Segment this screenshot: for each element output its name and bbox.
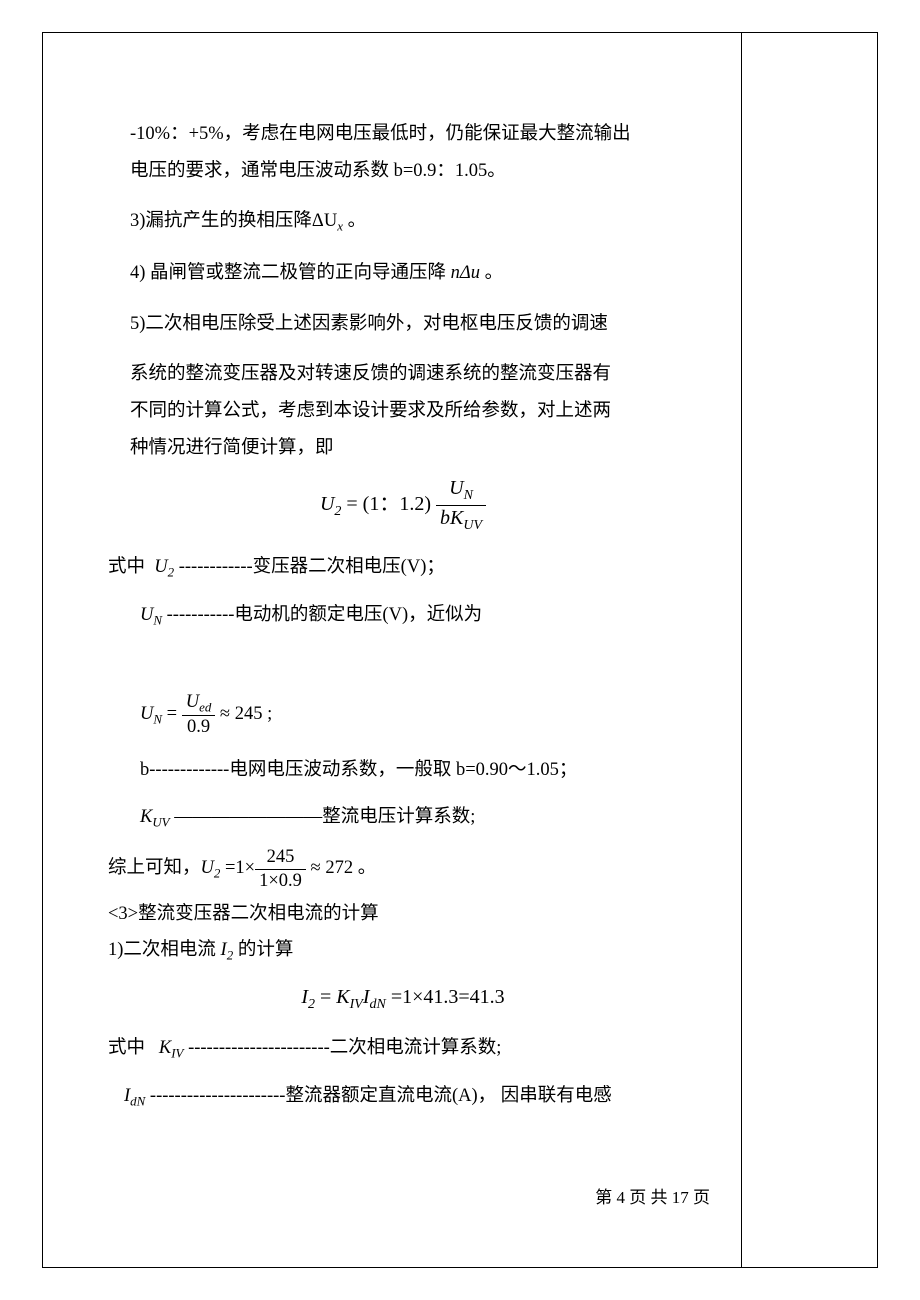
kiv-dash: ----------------------- bbox=[183, 1038, 329, 1058]
un-formula-line: UN = Ued0.9 ≈ 245 ; bbox=[108, 691, 698, 738]
defk-sym: K bbox=[140, 807, 152, 827]
idn-text: 整流器额定直流电流(A)， 因串联有电感 bbox=[285, 1086, 611, 1106]
un-frac: Ued 0.9 bbox=[182, 691, 216, 738]
conclude-pre: 综上可知， bbox=[108, 858, 201, 878]
u2-eq: =1× bbox=[220, 858, 255, 878]
def2-dash: ----------- bbox=[162, 605, 234, 625]
f1-frac: UNbKUV bbox=[436, 476, 486, 535]
f1-num-sub: N bbox=[464, 488, 473, 503]
f2-lhs-sym: I bbox=[301, 986, 308, 1008]
defk-sub: UV bbox=[152, 814, 169, 829]
f1-den-b: b bbox=[440, 507, 450, 529]
para-5b: 不同的计算公式，考虑到本设计要求及所给参数，对上述两 bbox=[108, 397, 698, 426]
conclude-line: 综上可知，U2 =1×2451×0.9 ≈ 272 。 bbox=[108, 846, 698, 891]
def-b-dash: b------------- bbox=[140, 760, 229, 780]
f2-rest: =1×41.3=41.3 bbox=[386, 986, 505, 1008]
def1-sym: U bbox=[154, 557, 167, 577]
def2-sym: U bbox=[140, 605, 153, 625]
un-approx: ≈ 245 ; bbox=[215, 704, 272, 724]
para-1b: 电压的要求，通常电压波动系数 b=0.9：1.05。 bbox=[108, 157, 698, 186]
u2-lhs-sym: U bbox=[201, 858, 214, 878]
def-kuv: KUV ————————整流电压计算系数; bbox=[108, 803, 698, 833]
para-1a: -10%：+5%，考虑在电网电压最低时，仍能保证最大整流输出 bbox=[108, 120, 698, 149]
f1-den-k: K bbox=[450, 507, 463, 529]
defk-text: 整流电压计算系数; bbox=[322, 807, 475, 827]
f2-k-sub: IV bbox=[350, 997, 363, 1012]
page-footer: 第 4 页 共 17 页 bbox=[595, 1183, 710, 1208]
def2-text: 电动机的额定电压(V)，近似为 bbox=[234, 605, 482, 625]
un-den: 0.9 bbox=[182, 716, 216, 738]
s31-post: 的计算 bbox=[233, 940, 293, 960]
u2-den: 1×0.9 bbox=[255, 870, 306, 892]
un-lhs-sym: U bbox=[140, 704, 153, 724]
u2-num: 245 bbox=[255, 846, 306, 869]
def-kiv: 式中 KIV -----------------------二次相电流计算系数; bbox=[108, 1034, 698, 1064]
s31-pre: 1)二次相电流 bbox=[108, 940, 221, 960]
idn-sub: dN bbox=[130, 1093, 145, 1108]
def-intro: 式中 bbox=[108, 557, 145, 577]
def-un: UN -----------电动机的额定电压(V)，近似为 bbox=[108, 601, 698, 631]
def-kiv-pre: 式中 bbox=[108, 1038, 145, 1058]
def-u2: 式中 U2 ------------变压器二次相电压(V)； bbox=[108, 553, 698, 583]
f2-lhs-sub: 2 bbox=[308, 997, 315, 1012]
para-2: 3)漏抗产生的换相压降ΔUx 。 bbox=[108, 207, 698, 237]
p3-pre: 4) 晶闸管或整流二极管的正向导通压降 bbox=[130, 263, 451, 283]
def1-text: 变压器二次相电压(V)； bbox=[253, 557, 445, 577]
para-3: 4) 晶闸管或整流二极管的正向导通压降 nΔu 。 bbox=[108, 259, 698, 288]
un-lhs-sub: N bbox=[153, 711, 162, 726]
document-content: -10%：+5%，考虑在电网电压最低时，仍能保证最大整流输出 电压的要求，通常电… bbox=[108, 120, 698, 1129]
section-3-title: <3>整流变压器二次相电流的计算 bbox=[108, 900, 698, 929]
idn-dash: ---------------------- bbox=[145, 1086, 285, 1106]
p2-end: 。 bbox=[343, 211, 366, 231]
vertical-divider bbox=[741, 32, 743, 1268]
def-idn: IdN ----------------------整流器额定直流电流(A)， … bbox=[108, 1082, 698, 1112]
def2-sub: N bbox=[153, 612, 162, 627]
f1-den-ksub: UV bbox=[463, 518, 482, 533]
f2-i-sub: dN bbox=[370, 997, 386, 1012]
def1-dash: ------------ bbox=[174, 557, 253, 577]
def-b: b-------------电网电压波动系数，一般取 b=0.90～1.05； bbox=[108, 756, 698, 785]
para-4: 5)二次相电压除受上述因素影响外，对电枢电压反馈的调速 bbox=[108, 310, 698, 339]
formula-u2: U2 = (1：1.2) UNbKUV bbox=[108, 476, 698, 535]
u2-frac: 2451×0.9 bbox=[255, 846, 306, 891]
p2-du: ΔU bbox=[312, 211, 337, 231]
p3-ndu: nΔu bbox=[451, 263, 480, 283]
f1-lhs-sym: U bbox=[320, 493, 334, 515]
para-5a: 系统的整流变压器及对转速反馈的调速系统的整流变压器有 bbox=[108, 360, 698, 389]
f2-i-sym: I bbox=[363, 986, 370, 1008]
f1-lhs: U2 bbox=[320, 493, 341, 515]
formula-i2: I2 = KIVIdN =1×41.3=41.3 bbox=[108, 982, 698, 1016]
kiv-sym: K bbox=[159, 1038, 171, 1058]
def-b-text: 电网电压波动系数，一般取 b=0.90～1.05； bbox=[229, 760, 577, 780]
para-5c: 种情况进行简便计算，即 bbox=[108, 434, 698, 463]
un-num-sub: ed bbox=[199, 699, 211, 714]
kiv-sub: IV bbox=[171, 1046, 183, 1061]
f2-k-sym: K bbox=[336, 986, 349, 1008]
p2-pre: 3)漏抗产生的换相压降 bbox=[130, 211, 312, 231]
un-eq: = bbox=[162, 704, 182, 724]
kiv-text: 二次相电流计算系数; bbox=[330, 1038, 502, 1058]
u2-approx: ≈ 272 。 bbox=[306, 858, 376, 878]
defk-dash: ———————— bbox=[170, 807, 323, 827]
p3-end: 。 bbox=[480, 263, 503, 283]
section-3-1: 1)二次相电流 I2 的计算 bbox=[108, 936, 698, 966]
un-num-sym: U bbox=[186, 692, 199, 712]
f2-eq: = bbox=[315, 986, 336, 1008]
f1-num-sym: U bbox=[449, 477, 463, 499]
f1-eq: = (1：1.2) bbox=[341, 493, 436, 515]
